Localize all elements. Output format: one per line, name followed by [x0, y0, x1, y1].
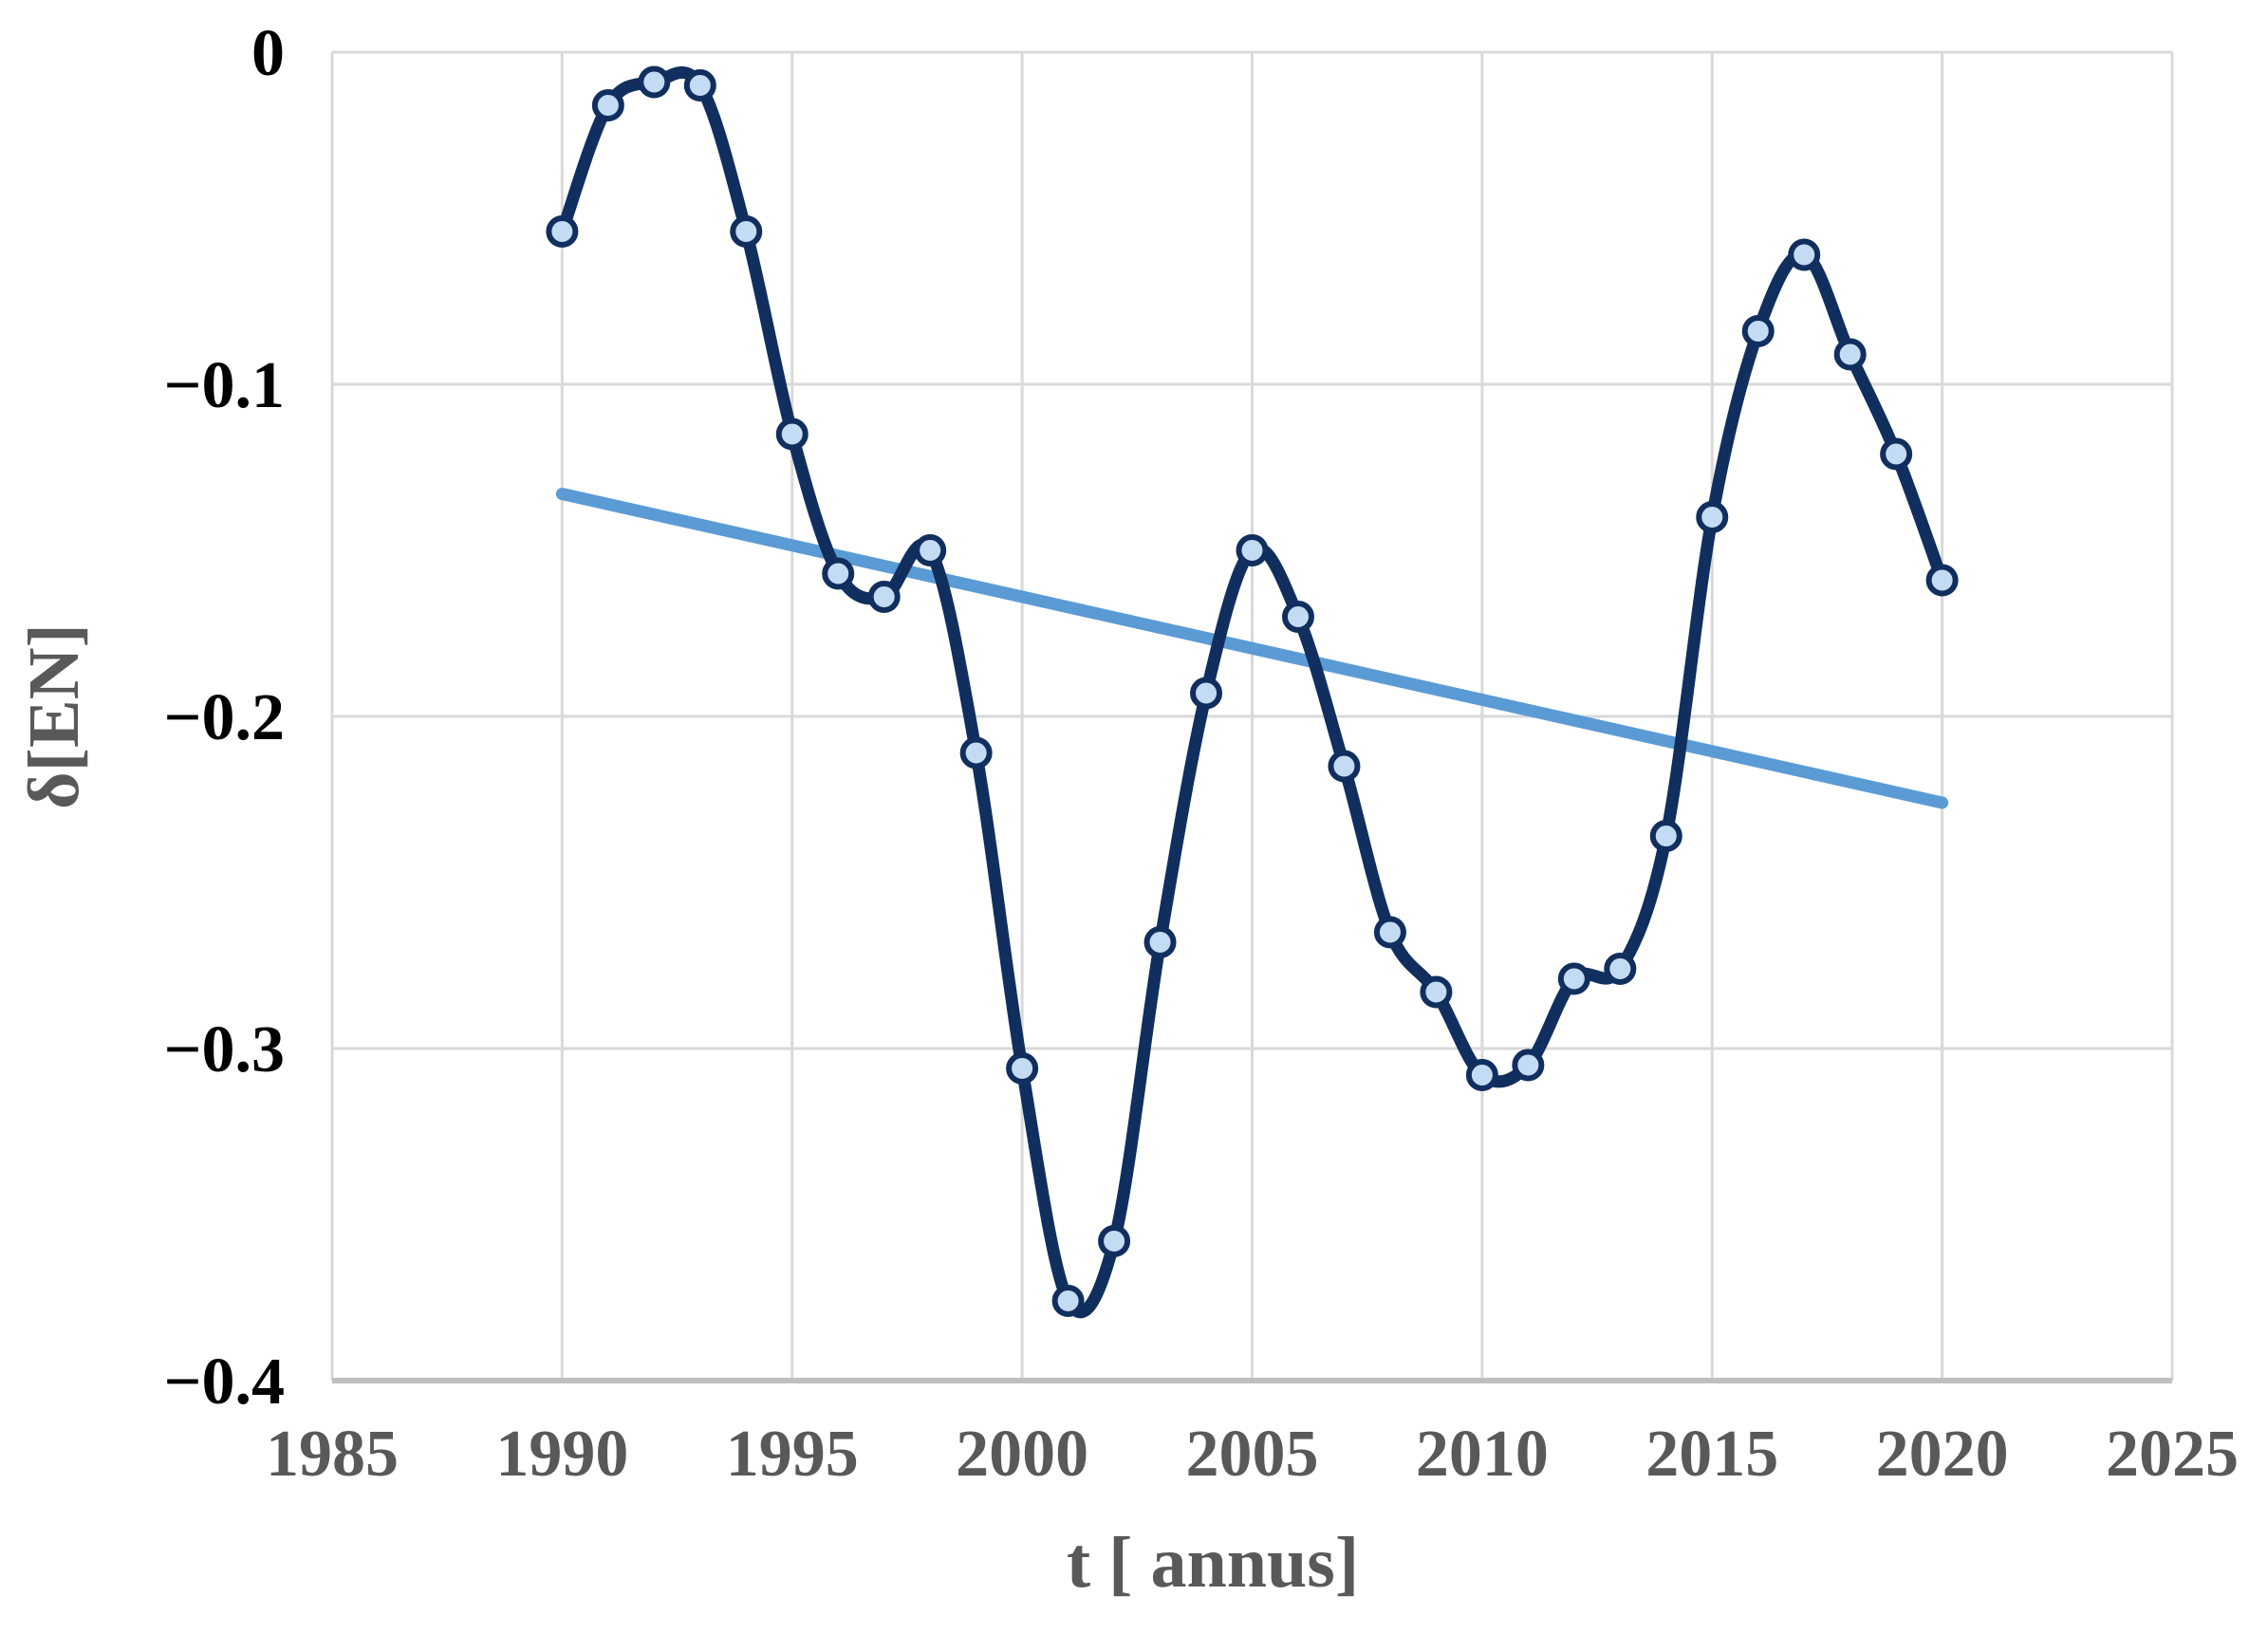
data-point-2005	[1236, 534, 1269, 566]
data-point-2011	[1512, 1048, 1545, 1082]
data-point-2018	[1833, 338, 1867, 371]
data-point-1996	[822, 557, 855, 590]
x-tick-label: 2010	[1416, 1418, 1549, 1491]
data-point-2012	[1557, 962, 1590, 995]
y-tick-label: −0.3	[164, 1013, 285, 1086]
marker-layer	[546, 65, 1959, 1317]
data-point-2001	[1051, 1285, 1085, 1317]
data-point-2008	[1373, 916, 1406, 949]
data-point-1993	[683, 69, 716, 102]
data-series-layer	[555, 66, 1949, 1319]
y-tick-label: −0.2	[164, 681, 285, 754]
x-tick-label: 2015	[1645, 1418, 1778, 1491]
data-point-1995	[775, 418, 809, 451]
data-point-2010	[1465, 1059, 1498, 1091]
data-point-1991	[591, 89, 624, 121]
data-point-1994	[730, 215, 763, 248]
data-point-1999	[959, 736, 993, 770]
data-series-curve	[555, 66, 1949, 1319]
x-tick-label: 2020	[1876, 1418, 2009, 1491]
y-tick-label: −0.1	[164, 349, 285, 422]
data-point-2003	[1143, 926, 1177, 958]
data-point-1990	[546, 215, 579, 248]
data-point-2000	[1006, 1052, 1039, 1085]
x-tick-label: 1990	[495, 1418, 628, 1491]
data-point-2017	[1788, 238, 1821, 271]
data-point-1998	[914, 534, 947, 566]
data-point-2013	[1604, 953, 1637, 985]
y-tick-label: 0	[251, 17, 285, 90]
data-point-1992	[638, 65, 671, 99]
data-point-2014	[1649, 820, 1682, 852]
data-point-2009	[1420, 975, 1453, 1009]
data-point-2020	[1925, 564, 1959, 597]
data-point-2016	[1741, 315, 1775, 347]
x-tick-label: 2000	[956, 1418, 1088, 1491]
y-axis-title: δ[EN]	[14, 623, 94, 809]
x-tick-label: 1995	[726, 1418, 859, 1491]
gridlines	[330, 50, 2174, 1383]
data-point-2006	[1281, 601, 1314, 633]
trend-line	[555, 488, 1949, 809]
data-point-1997	[867, 581, 901, 613]
data-point-2004	[1190, 677, 1223, 710]
data-point-2019	[1880, 437, 1913, 471]
data-point-2002	[1098, 1225, 1131, 1257]
x-tick-label: 2025	[2106, 1418, 2239, 1491]
x-tick-label: 1985	[266, 1418, 399, 1491]
data-point-2015	[1696, 501, 1729, 533]
trend-line-layer	[555, 488, 1949, 809]
y-tick-label: −0.4	[164, 1345, 285, 1419]
x-axis-title: t [ annus]	[1067, 1523, 1359, 1603]
data-point-2007	[1328, 750, 1361, 783]
x-tick-label: 2005	[1186, 1418, 1319, 1491]
